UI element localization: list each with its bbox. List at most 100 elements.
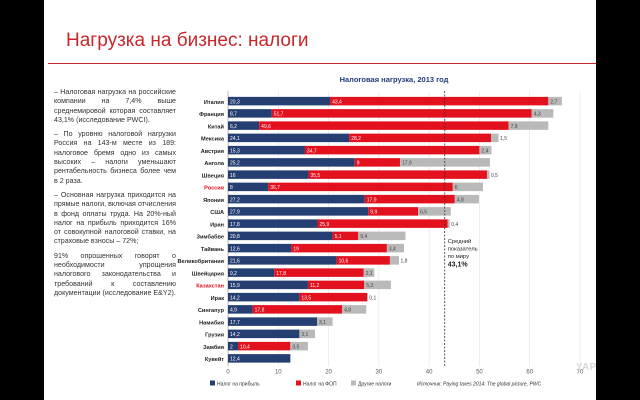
bar-fop (274, 268, 364, 277)
bar-profit (228, 194, 365, 204)
bar-fop (349, 133, 491, 143)
bar-value-label: 6,2 (230, 124, 237, 130)
x-tick-label: 40 (426, 370, 433, 376)
bar-value-label: 3,1 (301, 332, 308, 338)
category-label: Тайвань (201, 246, 225, 253)
bar-value-label: 11,2 (310, 283, 320, 289)
bar-fop (238, 341, 291, 351)
bar-other (490, 133, 499, 143)
bar-value-label: 17,8 (276, 271, 286, 277)
slide: Нагрузка на бизнес: налоги – Налоговая н… (44, 0, 596, 400)
page-title: Нагрузка на бизнес: налоги (66, 30, 309, 51)
legend-fop-swatch (296, 380, 301, 386)
bar-profit (228, 268, 275, 277)
bar-value-label: 3,4 (389, 246, 396, 252)
bar-value-label: 8,7 (230, 112, 237, 118)
bar-profit (228, 207, 369, 216)
bar-other (447, 219, 450, 228)
bar-value-label: 4,3 (534, 112, 541, 118)
x-tick-label: 20 (325, 370, 332, 376)
bar-value-label: 0,1 (369, 295, 376, 301)
bar-other (363, 268, 375, 277)
bar-other (358, 231, 406, 241)
bar-profit (228, 96, 331, 106)
x-tick-label: 60 (526, 370, 533, 376)
legend-other-label: Другие налоги (358, 382, 392, 388)
note-1: – Налоговая нагрузка на российские компа… (54, 88, 176, 124)
bar-other (454, 194, 479, 204)
bar-value-label: 4,8 (457, 197, 464, 203)
bar-value-label: 6,5 (420, 210, 427, 216)
category-label: Швеция (202, 173, 224, 179)
category-label: Иран (210, 222, 224, 228)
bar-value-label: 4,9 (230, 308, 237, 314)
bar-value-label: 10,4 (240, 344, 250, 350)
bar-other (290, 341, 308, 351)
note-4: 91% опрошенных говорят о необходимости у… (54, 251, 176, 297)
category-label: Казахстан (196, 284, 224, 290)
bar-value-label: 9,2 (230, 271, 237, 277)
category-label: Зимбабве (196, 234, 224, 241)
bar-other (389, 256, 399, 265)
bar-value-label: 3,1 (319, 320, 326, 326)
bar-other (386, 243, 404, 253)
legend-profit-swatch (210, 380, 215, 386)
x-tick-label: 0 (226, 370, 230, 376)
bar-value-label: 8 (230, 185, 233, 191)
tax-burden-chart: Налоговая нагрузка, 2013 год 0 10 20 30 40 50 6… (177, 75, 584, 388)
bar-value-label: 0,4 (451, 222, 458, 228)
bar-profit (228, 292, 300, 302)
category-label: Китай (208, 123, 225, 130)
bar-other (452, 182, 483, 192)
bar-fop (299, 292, 368, 302)
bar-other (531, 109, 554, 118)
bar-other (342, 305, 367, 314)
bar-fop (291, 243, 387, 253)
reference-label: показатель (448, 247, 478, 253)
chart-source: Источник: Paying taxes 2014: The global … (417, 382, 541, 388)
category-label: Сингапур (198, 308, 225, 314)
bar-value-label: 4,8 (344, 308, 351, 314)
category-label: Кувейт (205, 356, 224, 363)
bar-other (486, 170, 490, 179)
bar-profit (228, 109, 272, 118)
category-label: Австрия (201, 149, 224, 155)
bar-value-label: 1,8 (400, 259, 407, 265)
bar-profit (228, 341, 239, 351)
bar-other (418, 207, 451, 216)
notes-panel: – Налоговая нагрузка на российские компа… (54, 88, 176, 303)
bar-profit (228, 231, 333, 241)
bar-value-label: 17,8 (230, 222, 240, 228)
title-divider (48, 63, 596, 64)
bar-value-label: 27,9 (230, 210, 240, 216)
bar-fop (304, 145, 480, 155)
bar-profit (228, 280, 308, 290)
bar-value-label: 20,8 (230, 234, 240, 240)
category-label: Ангола (204, 161, 225, 167)
bar-value-label: 14,2 (230, 295, 240, 301)
bar-value-label: 17,9 (367, 197, 377, 203)
x-tick-label: 70 (577, 370, 584, 376)
bar-profit (228, 329, 300, 339)
bar-value-label: 51,7 (274, 112, 284, 118)
bar-value-label: 34,7 (307, 148, 317, 154)
watermark: YAPLAKAL.COM (576, 362, 596, 373)
bar-profit (228, 317, 318, 326)
bar-other (317, 317, 333, 326)
bar-value-label: 2,4 (481, 148, 488, 154)
bar-other (364, 280, 391, 290)
x-tick-label: 50 (476, 370, 483, 376)
bar-fop (336, 256, 390, 265)
bar-value-label: 28,2 (351, 136, 361, 142)
bar-other (367, 292, 368, 302)
legend-profit-label: Налог на прибыль (217, 382, 260, 388)
bar-other (548, 96, 562, 106)
category-label: Россия (204, 186, 224, 192)
note-2: – По уровню налоговой нагрузки Россия на… (54, 130, 176, 185)
legend-other-swatch (351, 380, 356, 386)
category-label: Ирак (211, 296, 225, 302)
bar-fop (364, 194, 455, 204)
bar-value-label: 9,9 (370, 210, 377, 216)
bar-value-label: 12,4 (230, 357, 240, 363)
bar-value-label: 17,7 (230, 320, 240, 326)
